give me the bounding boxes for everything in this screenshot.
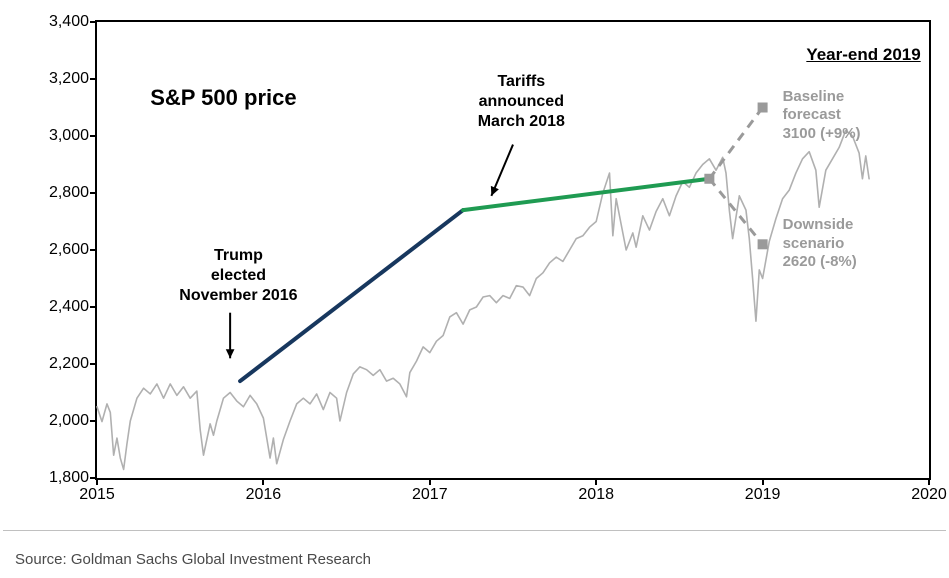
y-tick-label: 3,000: [49, 127, 89, 145]
annotation-tariffs-announced: Tariffs announced March 2018: [478, 72, 565, 132]
forecast-marker-downside: [758, 239, 768, 249]
forecast-line-downside: [709, 179, 762, 245]
x-tick-label: 2020: [911, 486, 947, 504]
year-end-label: Year-end 2019: [806, 45, 920, 65]
x-tick-label: 2017: [412, 486, 448, 504]
annotation-trump-elected: Trump elected November 2016: [179, 246, 297, 306]
y-tick-label: 3,200: [49, 70, 89, 88]
y-tick-label: 2,800: [49, 184, 89, 202]
y-tick-label: 2,600: [49, 241, 89, 259]
forecast-label-baseline: Baseline forecast 3100 (+9%): [783, 88, 861, 144]
y-tick-label: 3,400: [49, 13, 89, 31]
plot-area: S&P 500 price Year-end 2019 1,8002,0002,…: [95, 20, 931, 480]
x-tick-label: 2016: [246, 486, 282, 504]
source-credit: Source: Goldman Sachs Global Investment …: [15, 551, 371, 568]
x-tick-label: 2019: [745, 486, 781, 504]
y-tick-label: 2,200: [49, 355, 89, 373]
chart-stage: S&P 500 price Year-end 2019 1,800 2,000 2,…: [0, 0, 949, 578]
y-tick-label: 2,000: [49, 412, 89, 430]
divider: [3, 530, 946, 531]
annotation-arrow-trump-elected-head: [226, 349, 235, 358]
chart-title: S&P 500 price: [150, 85, 296, 111]
x-tick-label: 2018: [578, 486, 614, 504]
y-tick-label: 1,800: [49, 469, 89, 487]
x-tick-label: 2015: [79, 486, 115, 504]
y-tick-label: 2,400: [49, 298, 89, 316]
forecast-marker-baseline: [758, 103, 768, 113]
forecast-label-downside: Downside scenario 2620 (-8%): [783, 216, 857, 272]
